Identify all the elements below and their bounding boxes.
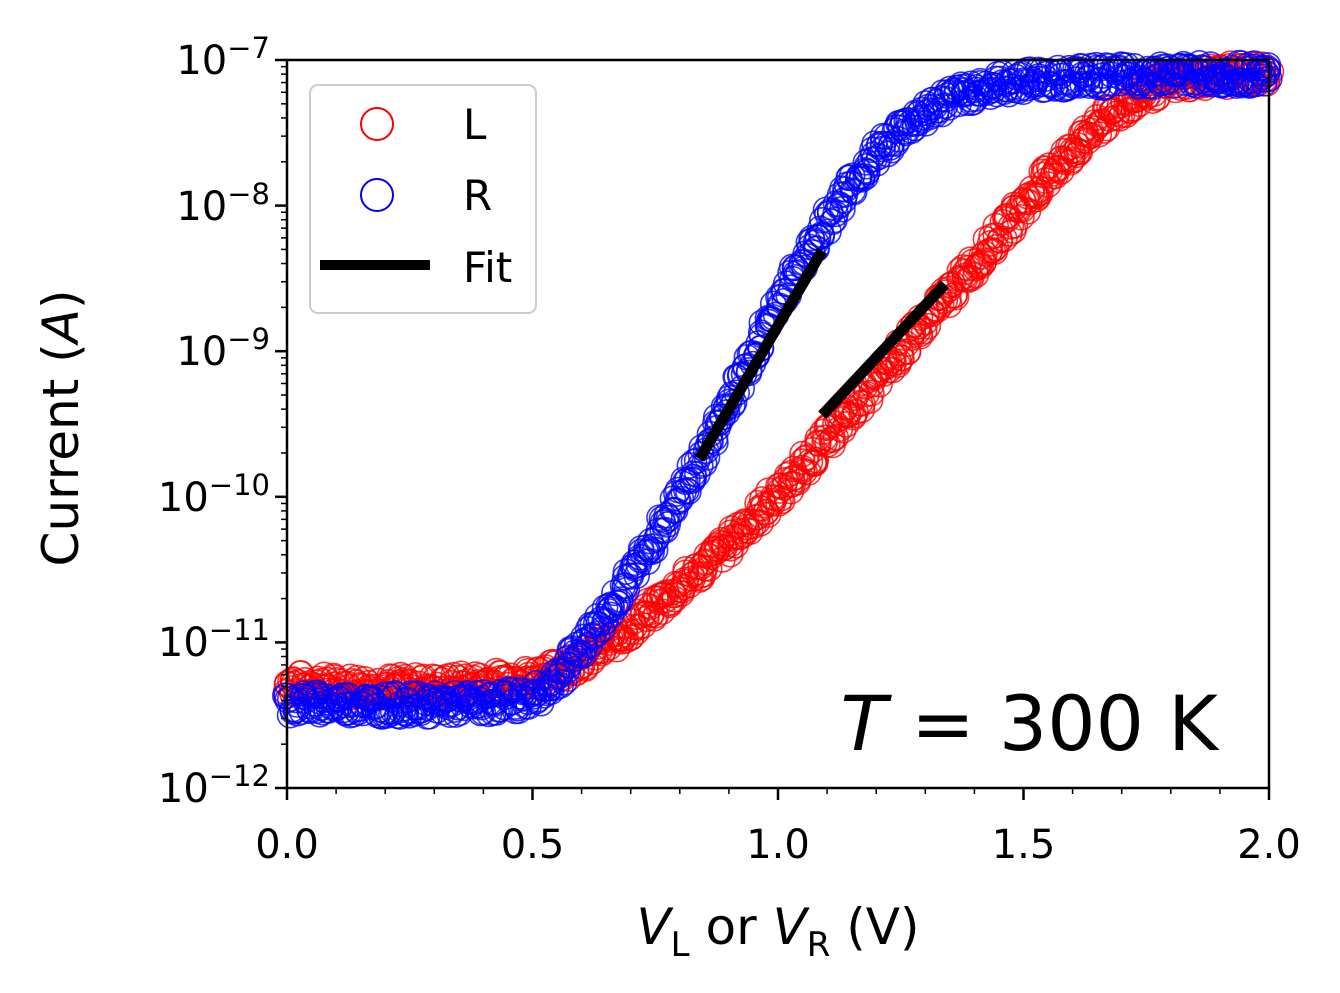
- point-r: [1016, 56, 1044, 84]
- legend-label-r: R: [463, 171, 492, 220]
- point-r: [1028, 57, 1055, 85]
- point-r: [591, 594, 619, 621]
- point-l: [759, 490, 787, 517]
- legend-label-l: L: [463, 100, 487, 149]
- x-tick-label-0: 0.0: [255, 822, 319, 868]
- y-tick-label-3: 10−9: [176, 322, 270, 375]
- point-l: [672, 568, 700, 596]
- point-r: [1140, 73, 1167, 100]
- x-tick-label-2: 1.0: [746, 822, 810, 868]
- legend: L R Fit: [309, 84, 537, 314]
- point-l: [819, 425, 847, 453]
- legend-label-fit: Fit: [463, 243, 512, 292]
- point-l: [858, 379, 885, 407]
- fit-line-1: [818, 280, 949, 420]
- point-r: [936, 75, 964, 103]
- fit-layer: [694, 247, 949, 462]
- point-l: [737, 518, 764, 545]
- point-l: [768, 487, 796, 515]
- x-axis-label: VL or VR (V): [636, 898, 919, 965]
- fit-line-0: [694, 247, 827, 462]
- point-l: [906, 320, 934, 348]
- x-tick-labels: 0.0 0.5 1.0 1.5 2.0: [255, 822, 1301, 868]
- point-r: [1250, 70, 1278, 97]
- point-l: [982, 233, 1010, 261]
- point-r: [675, 478, 702, 505]
- point-l: [848, 396, 876, 424]
- y-tick-label-1: 10−11: [158, 613, 270, 666]
- point-r: [483, 699, 510, 726]
- point-l: [1008, 204, 1035, 231]
- y-tick-labels: 10−12 10−11 10−10 10−9 10−8 10−7: [158, 31, 270, 812]
- series-r: [272, 49, 1283, 730]
- point-l: [910, 317, 938, 345]
- y-axis-label: Current (A): [32, 290, 90, 567]
- point-r: [683, 447, 711, 474]
- x-tick-label-1: 0.5: [501, 822, 565, 868]
- point-l: [1023, 185, 1051, 213]
- point-r: [591, 608, 618, 636]
- point-r: [550, 669, 578, 696]
- point-r: [290, 680, 318, 707]
- legend-box: [309, 84, 537, 314]
- point-l: [885, 348, 913, 376]
- point-l: [914, 312, 942, 340]
- point-r: [1121, 53, 1148, 80]
- legend-marker-r: [360, 178, 394, 212]
- tick-layer: [275, 58, 1271, 800]
- y-tick-label-0: 10−12: [158, 759, 270, 812]
- y-tick-label-5: 10−7: [176, 31, 270, 84]
- point-r: [967, 70, 994, 97]
- point-l: [736, 508, 764, 536]
- y-tick-label-2: 10−10: [158, 468, 270, 521]
- point-l: [1057, 148, 1085, 176]
- series-layer: [272, 49, 1285, 730]
- x-tick-label-3: 1.5: [992, 822, 1056, 868]
- x-tick-label-4: 2.0: [1237, 822, 1301, 868]
- point-r: [607, 586, 635, 613]
- y-tick-label-4: 10−8: [176, 177, 270, 230]
- point-r: [728, 375, 756, 402]
- temperature-annotation: T = 300 K: [841, 679, 1221, 768]
- point-l: [1099, 98, 1126, 126]
- point-r: [584, 602, 611, 630]
- point-l: [991, 225, 1018, 253]
- legend-marker-l: [360, 107, 394, 141]
- point-r: [604, 589, 632, 617]
- point-r: [654, 511, 681, 538]
